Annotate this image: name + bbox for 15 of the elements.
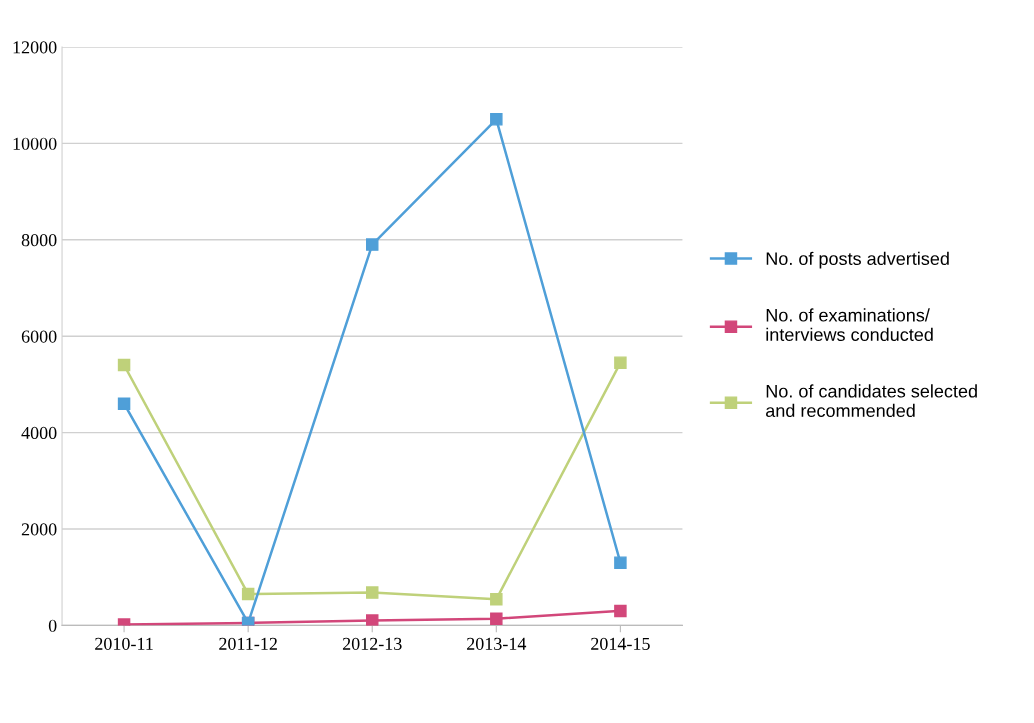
- x-tick-label: 2012-13: [342, 637, 402, 650]
- y-tick-label: 2000: [21, 523, 57, 536]
- y-tick-label: 4000: [21, 426, 57, 440]
- y-tick-label: 6000: [21, 330, 57, 343]
- x-tick-label: 2013-14: [467, 637, 527, 650]
- legend-label: No. of posts advertised: [766, 251, 949, 269]
- y-tick-label: 8000: [21, 234, 57, 247]
- y-tick-label: 0: [48, 619, 57, 632]
- legend-label: No. of candidates selected and recommended: [766, 384, 977, 418]
- x-tick-label: 2014-15: [591, 637, 650, 650]
- legend-label: No. of examinations/ interviews conducted: [766, 308, 933, 342]
- y-tick-label: 12000: [13, 41, 57, 54]
- x-tick-label: 2010-11: [95, 637, 153, 650]
- x-tick-label: 2011-12: [219, 637, 277, 650]
- y-tick-label: 10000: [13, 137, 57, 150]
